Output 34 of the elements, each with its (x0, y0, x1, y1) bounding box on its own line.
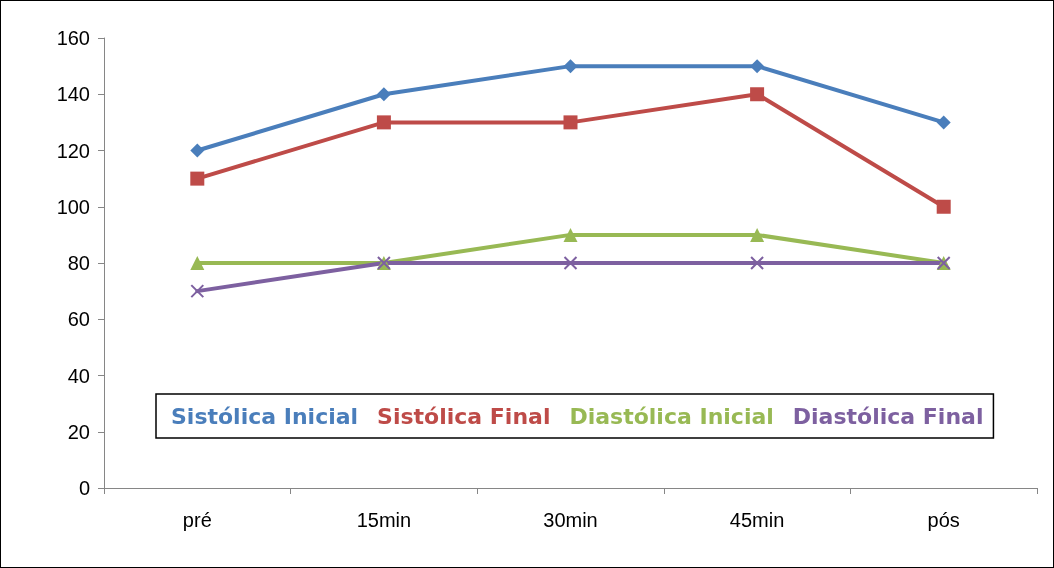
text: Sistólica Final (377, 403, 551, 429)
point (190, 256, 205, 270)
point (563, 59, 578, 74)
point (750, 59, 765, 74)
text: Diastólica Final (792, 403, 984, 429)
point (750, 227, 765, 242)
x-tick-label: pós (927, 509, 960, 531)
y-tick-label: 20 (67, 420, 90, 443)
y-tick-label: 80 (67, 252, 90, 274)
y-tick-label: 60 (67, 308, 90, 331)
y-tick-label: 120 (56, 139, 90, 162)
point (563, 227, 578, 242)
y-tick-label: 0 (78, 477, 90, 499)
x-tick-label: 30min (543, 509, 598, 531)
point (190, 284, 205, 299)
text: Diastólica Inicial (569, 403, 774, 429)
point (563, 115, 578, 130)
y-tick-label: 40 (67, 364, 90, 387)
point (376, 115, 391, 130)
point (376, 87, 391, 102)
point (750, 87, 765, 102)
point (936, 115, 951, 130)
x-tick-label: pré (182, 509, 212, 531)
point (563, 256, 578, 270)
point (190, 171, 205, 186)
text: Sistólica Inicial (171, 403, 359, 429)
y-tick-label: 160 (56, 27, 90, 49)
point (750, 256, 765, 270)
x-tick-label: 15min (356, 509, 412, 531)
y-tick-label: 100 (56, 195, 90, 218)
y-tick-label: 140 (56, 83, 90, 106)
point (936, 199, 951, 214)
point (190, 143, 205, 158)
x-tick-label: 45min (729, 509, 785, 531)
